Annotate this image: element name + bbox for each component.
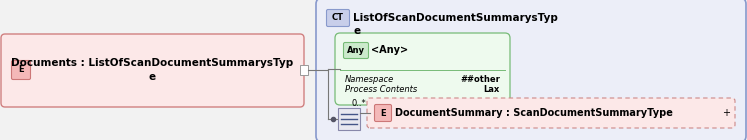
Text: ListOfScanDocumentSummarysTyp: ListOfScanDocumentSummarysTyp bbox=[353, 13, 558, 23]
Text: 0..*: 0..* bbox=[351, 100, 366, 108]
Bar bbox=[338, 108, 360, 130]
Text: e: e bbox=[353, 26, 360, 36]
FancyBboxPatch shape bbox=[374, 104, 391, 122]
FancyBboxPatch shape bbox=[326, 10, 350, 26]
Text: ##other: ##other bbox=[460, 74, 500, 83]
FancyBboxPatch shape bbox=[335, 33, 510, 105]
Text: CT: CT bbox=[332, 13, 344, 23]
Text: E: E bbox=[380, 108, 385, 117]
Text: E: E bbox=[18, 66, 24, 74]
Bar bbox=[300, 65, 308, 75]
FancyBboxPatch shape bbox=[1, 34, 304, 107]
FancyBboxPatch shape bbox=[316, 0, 746, 140]
Text: Namespace: Namespace bbox=[345, 74, 394, 83]
FancyBboxPatch shape bbox=[344, 43, 368, 59]
Text: Any: Any bbox=[347, 46, 365, 55]
Text: +: + bbox=[722, 108, 730, 118]
FancyBboxPatch shape bbox=[367, 98, 735, 128]
Text: e: e bbox=[149, 72, 155, 82]
Text: Process Contents: Process Contents bbox=[345, 86, 418, 94]
Text: Lax: Lax bbox=[484, 86, 500, 94]
Text: DocumentSummary : ScanDocumentSummaryType: DocumentSummary : ScanDocumentSummaryTyp… bbox=[395, 108, 673, 118]
FancyBboxPatch shape bbox=[11, 60, 31, 80]
Text: Documents : ListOfScanDocumentSummarysTyp: Documents : ListOfScanDocumentSummarysTy… bbox=[11, 58, 293, 68]
Text: <Any>: <Any> bbox=[371, 45, 408, 55]
